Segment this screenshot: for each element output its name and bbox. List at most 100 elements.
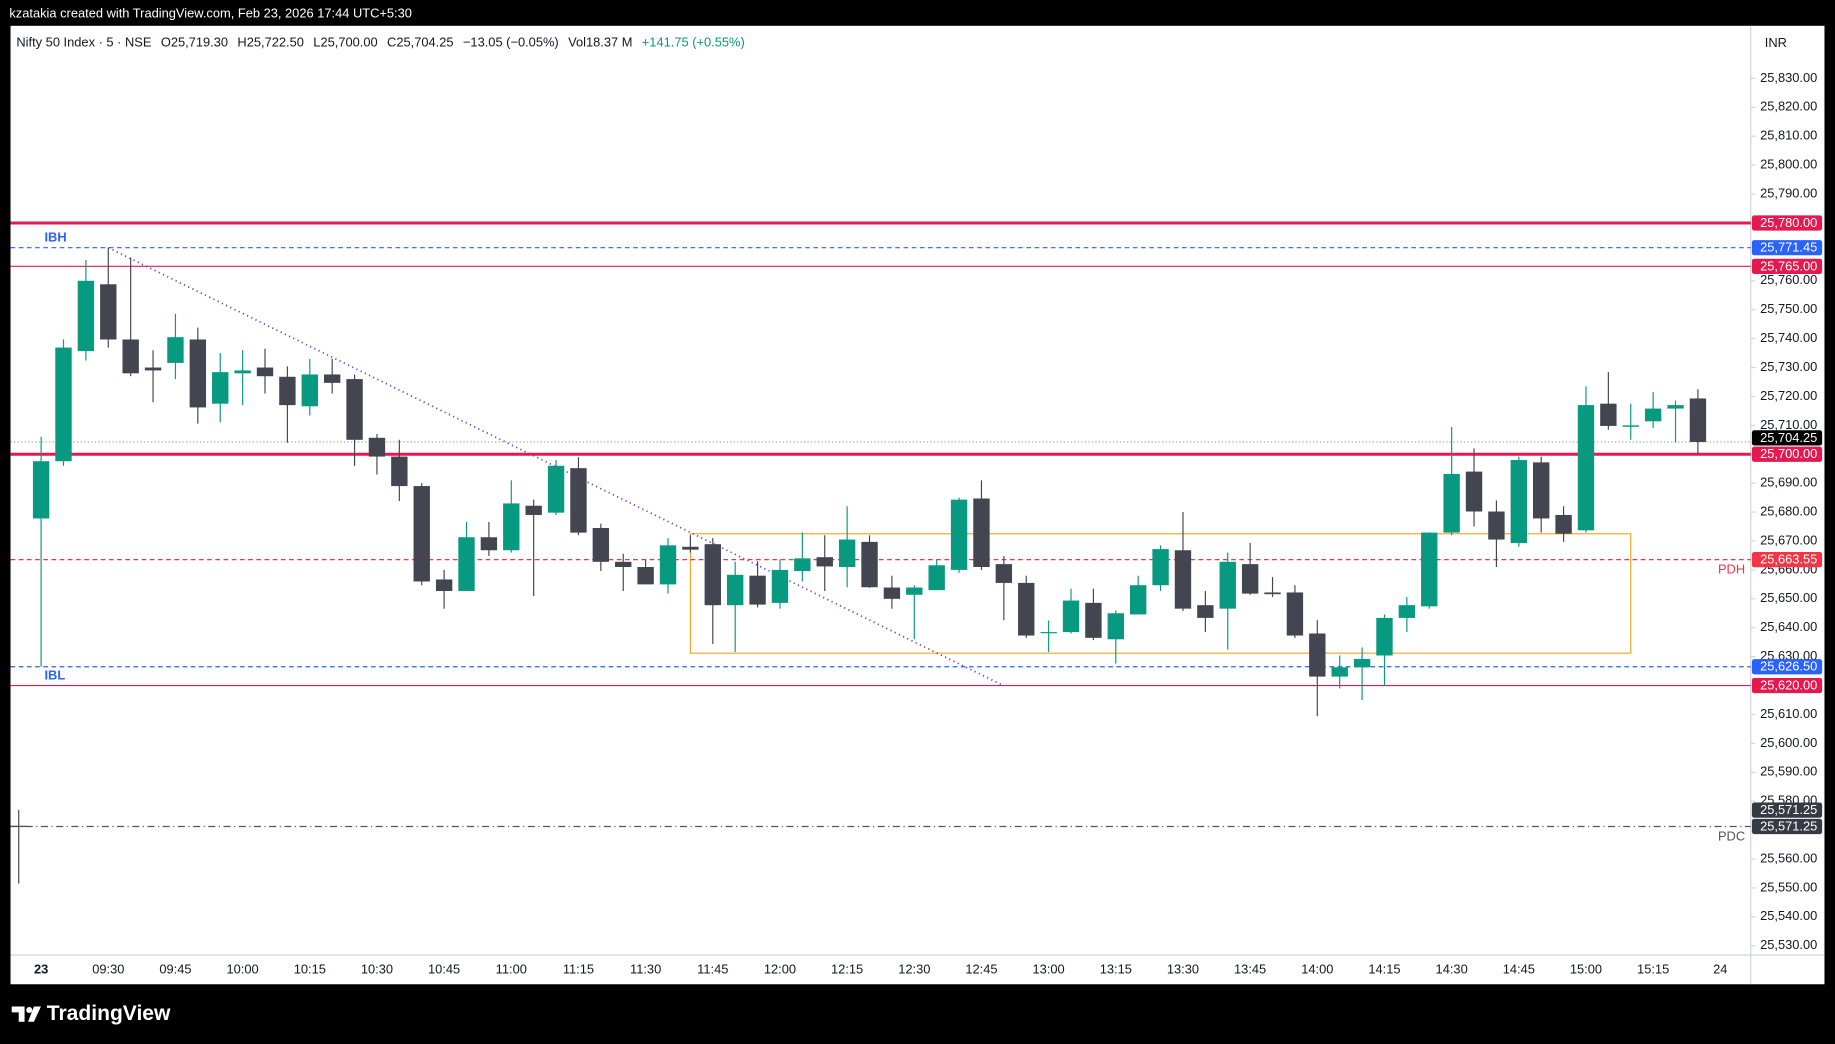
- candle-body: [435, 579, 453, 592]
- price-badge-label: 25,571.25: [1760, 802, 1817, 817]
- price-badge: [1751, 818, 1823, 835]
- candle-body: [1421, 532, 1438, 607]
- candle-body: [212, 372, 229, 404]
- candle-body: [637, 567, 654, 585]
- candle-body: [1107, 613, 1124, 640]
- candle-body: [995, 564, 1013, 583]
- y-tick-label: 25,830.00: [1760, 70, 1817, 85]
- candle-body: [615, 561, 632, 568]
- candle-body: [928, 565, 945, 591]
- y-tick-label: 25,560.00: [1760, 850, 1817, 865]
- x-tick-label: 15:00: [1570, 962, 1602, 977]
- attribution: kzatakia created with TradingView.com, F…: [9, 6, 412, 21]
- candle-body: [1465, 471, 1483, 512]
- candle-body: [1018, 582, 1035, 636]
- y-tick-label: 25,730.00: [1760, 359, 1817, 374]
- x-tick-label: 10:15: [294, 962, 326, 977]
- candle-body: [525, 505, 542, 515]
- price-badge: [1751, 258, 1823, 274]
- candle-body: [1085, 602, 1102, 638]
- level-label: PDH: [1718, 562, 1745, 577]
- candle-body: [771, 569, 789, 603]
- price-badge-label: 25,626.50: [1760, 659, 1817, 674]
- candle-body: [704, 544, 721, 606]
- candle-body: [794, 558, 811, 572]
- candle-body: [1040, 632, 1057, 634]
- candle-body: [1062, 600, 1080, 633]
- x-tick-label: 11:00: [496, 962, 527, 977]
- candle-body: [77, 280, 95, 352]
- y-tick-label: 25,600.00: [1760, 735, 1817, 750]
- candle-body: [726, 574, 744, 606]
- candle-body: [838, 539, 856, 568]
- legend-item: Vol: [568, 35, 586, 50]
- candle-body: [480, 537, 498, 551]
- candle-body: [1152, 549, 1169, 586]
- candle-body: [346, 379, 363, 440]
- candle-body: [1443, 473, 1460, 533]
- candle-body: [368, 437, 386, 457]
- price-badge-label: 25,620.00: [1760, 678, 1817, 693]
- candle-body: [1644, 408, 1662, 422]
- candle-body: [144, 367, 162, 371]
- legend-item: O: [161, 35, 171, 50]
- price-badge: [1751, 802, 1823, 818]
- candle-body: [10, 825, 27, 827]
- x-tick-label: 10:45: [428, 962, 460, 977]
- x-tick-label: 12:45: [965, 962, 997, 977]
- candle-body: [391, 456, 408, 487]
- x-tick-label: 15:15: [1637, 962, 1669, 977]
- candle-body: [234, 370, 251, 374]
- y-tick-label: 25,820.00: [1760, 99, 1817, 114]
- x-tick-label: 14:00: [1301, 962, 1333, 977]
- x-tick-label: 13:45: [1234, 962, 1266, 977]
- x-tick-label: 14:15: [1368, 962, 1400, 977]
- candle-body: [1622, 425, 1639, 427]
- candle-body: [1667, 405, 1684, 409]
- currency: INR: [1765, 35, 1787, 50]
- price-badge-label: 25,704.25: [1760, 430, 1817, 445]
- y-tick-label: 25,670.00: [1760, 532, 1817, 547]
- x-tick-label: 11:15: [563, 962, 594, 977]
- y-tick-label: 25,720.00: [1760, 388, 1817, 403]
- legend-item: 25,700.00: [320, 35, 377, 50]
- candle-body: [1689, 398, 1707, 442]
- legend: Nifty 50 Index · 5 · NSE O25,719.30 H25,72…: [16, 35, 744, 50]
- candle-body: [503, 503, 520, 551]
- legend-item: 25,719.30: [171, 35, 228, 50]
- legend-item: +141.75 (+0.55%): [642, 35, 745, 50]
- candle-body: [1376, 617, 1393, 656]
- y-tick-label: 25,650.00: [1760, 590, 1817, 605]
- candle-body: [749, 575, 766, 605]
- candle-body: [256, 367, 274, 377]
- legend-item: C: [387, 35, 396, 50]
- x-tick-label: 09:45: [159, 962, 191, 977]
- candle-body: [1510, 460, 1528, 544]
- candle-body: [189, 339, 207, 408]
- price-badge-label: 25,765.00: [1760, 258, 1817, 273]
- price-badge: [1751, 240, 1823, 256]
- candle-body: [950, 499, 968, 570]
- y-tick-label: 25,680.00: [1760, 503, 1817, 518]
- x-tick-label: 11:30: [630, 962, 661, 977]
- y-tick-label: 25,710.00: [1760, 417, 1817, 432]
- y-tick-label: 25,760.00: [1760, 272, 1817, 287]
- legend-item: −13.05 (−0.05%): [463, 35, 559, 50]
- candle-body: [100, 284, 117, 340]
- candle-body: [122, 339, 139, 374]
- level-label: IBL: [44, 668, 65, 683]
- candle-body: [1577, 405, 1595, 531]
- candle-body: [816, 557, 833, 567]
- x-tick-label: 13:00: [1033, 962, 1065, 977]
- candle-body: [547, 465, 565, 513]
- y-tick-label: 25,640.00: [1760, 619, 1817, 634]
- y-tick-label: 25,790.00: [1760, 185, 1817, 200]
- candle-body: [413, 486, 430, 582]
- x-tick-label: 10:00: [227, 962, 259, 977]
- candle-body: [973, 498, 990, 568]
- candle-body: [659, 545, 677, 585]
- price-badge: [1751, 215, 1823, 231]
- candle-body: [167, 337, 184, 363]
- candle-body: [682, 546, 699, 550]
